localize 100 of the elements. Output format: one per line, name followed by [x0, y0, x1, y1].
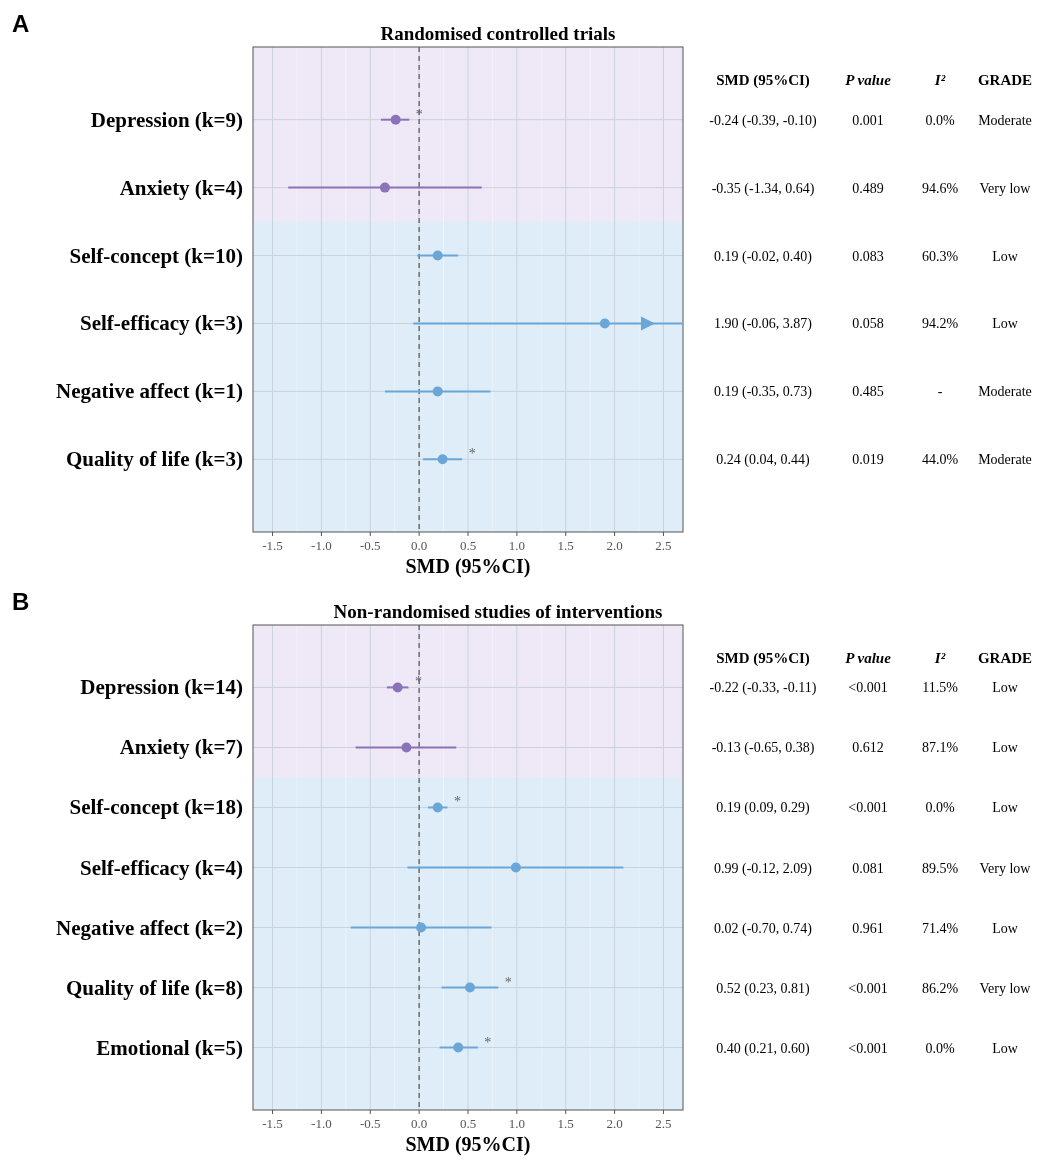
x-axis-title: SMD (95%CI)	[405, 1133, 531, 1156]
data-label: *	[468, 446, 476, 462]
text: B	[12, 588, 30, 615]
text: P value	[845, 72, 892, 88]
x-tick-label: 0.0	[411, 1116, 428, 1131]
y-tick-label: Self-efficacy (k=3)	[80, 311, 243, 336]
text: 60.3%	[921, 248, 959, 264]
text: 44.0%	[921, 452, 959, 468]
y-tick-label: Anxiety (k=7)	[119, 735, 244, 760]
text: 0.0%	[925, 112, 955, 128]
text: 0.40 (0.21, 0.60)	[716, 1040, 810, 1057]
text: 87.1%	[921, 740, 959, 756]
text: -0.13 (-0.65, 0.38)	[711, 740, 815, 757]
point	[464, 982, 475, 993]
y-tick-label: Negative affect (k=1)	[56, 379, 243, 404]
point	[392, 682, 403, 693]
text: 0.083	[852, 248, 884, 264]
text: Moderate	[978, 112, 1032, 128]
x-tick-label: 2.5	[655, 1116, 672, 1131]
y-tick-label: Self-concept (k=10)	[69, 243, 243, 268]
x-tick-label: -1.5	[262, 538, 283, 553]
text: 0.485	[852, 384, 884, 400]
text: Very low	[979, 180, 1032, 196]
data-label: *	[453, 794, 461, 810]
point	[401, 742, 412, 753]
point	[437, 454, 448, 465]
text: 0.0%	[925, 1040, 955, 1056]
x-tick-label: -1.0	[311, 538, 332, 553]
point	[510, 862, 521, 873]
text: 0.489	[852, 180, 884, 196]
x-tick-label: 2.0	[606, 538, 623, 553]
text: Low	[992, 316, 1019, 332]
text: Low	[992, 740, 1019, 756]
x-tick-label: 1.5	[557, 538, 574, 553]
text: -	[937, 384, 943, 400]
text: Low	[992, 248, 1019, 264]
x-tick-label: 0.0	[411, 538, 428, 553]
text: <0.001	[848, 680, 888, 696]
x-tick-label: 0.5	[459, 538, 477, 553]
data-label: *	[504, 974, 512, 990]
text: 0.081	[852, 860, 884, 876]
text: 0.52 (0.23, 0.81)	[716, 980, 810, 997]
text: 71.4%	[921, 920, 959, 936]
text: 0.019	[852, 452, 884, 468]
text: Low	[992, 920, 1019, 936]
text: Low	[992, 1040, 1019, 1056]
text: 94.6%	[921, 180, 959, 196]
text: -0.22 (-0.33, -0.11)	[709, 680, 817, 697]
text: GRADE	[977, 72, 1033, 88]
text: I²	[933, 72, 946, 88]
text: 11.5%	[922, 680, 959, 696]
text: 86.2%	[921, 980, 959, 996]
point	[432, 802, 443, 813]
x-tick-label: 1.0	[508, 538, 525, 553]
text: A	[12, 10, 30, 37]
text: 0.961	[852, 920, 884, 936]
x-axis-title: SMD (95%CI)	[405, 555, 531, 578]
text: Very low	[979, 860, 1032, 876]
y-tick-label: Depression (k=9)	[90, 107, 243, 132]
point	[416, 922, 427, 933]
text: 0.612	[852, 740, 884, 756]
text: 0.02 (-0.70, 0.74)	[714, 920, 813, 937]
x-tick-label: 2.0	[606, 1116, 623, 1131]
text: 0.19 (-0.02, 0.40)	[714, 248, 813, 265]
y-tick-label: Quality of life (k=8)	[65, 975, 243, 1000]
text: Low	[992, 680, 1019, 696]
x-tick-label: -1.5	[262, 1116, 283, 1131]
y-tick-label: Emotional (k=5)	[96, 1035, 243, 1060]
text: -0.35 (-1.34, 0.64)	[711, 180, 815, 197]
point	[432, 386, 443, 397]
y-tick-label: Quality of life (k=3)	[65, 447, 243, 472]
x-tick-label: 2.5	[655, 538, 672, 553]
text: 0.24 (0.04, 0.44)	[716, 452, 810, 469]
text: I²	[933, 650, 946, 666]
x-tick-label: 1.0	[508, 1116, 525, 1131]
text: 0.058	[852, 316, 884, 332]
x-tick-label: 1.5	[557, 1116, 574, 1131]
text: SMD (95%CI)	[716, 650, 810, 667]
text: -0.24 (-0.39, -0.10)	[709, 112, 817, 129]
y-tick-label: Self-efficacy (k=4)	[80, 855, 243, 880]
text: 89.5%	[921, 860, 959, 876]
text: SMD (95%CI)	[716, 72, 810, 89]
text: Moderate	[978, 452, 1032, 468]
x-tick-label: -0.5	[359, 538, 381, 553]
y-tick-label: Depression (k=14)	[80, 675, 243, 700]
text: 0.0%	[925, 800, 955, 816]
text: <0.001	[848, 1040, 888, 1056]
text: GRADE	[977, 650, 1033, 666]
x-tick-label: -0.5	[359, 1116, 381, 1131]
text: <0.001	[848, 980, 888, 996]
y-tick-label: Negative affect (k=2)	[56, 915, 243, 940]
x-tick-label: -1.0	[311, 1116, 332, 1131]
text: 1.90 (-0.06, 3.87)	[714, 316, 813, 333]
point	[390, 114, 401, 125]
text: <0.001	[848, 800, 888, 816]
data-label: *	[414, 674, 422, 690]
text: Low	[992, 800, 1019, 816]
y-tick-label: Anxiety (k=4)	[119, 175, 244, 200]
y-tick-label: Self-concept (k=18)	[69, 795, 243, 820]
x-tick-label: 0.5	[459, 1116, 477, 1131]
